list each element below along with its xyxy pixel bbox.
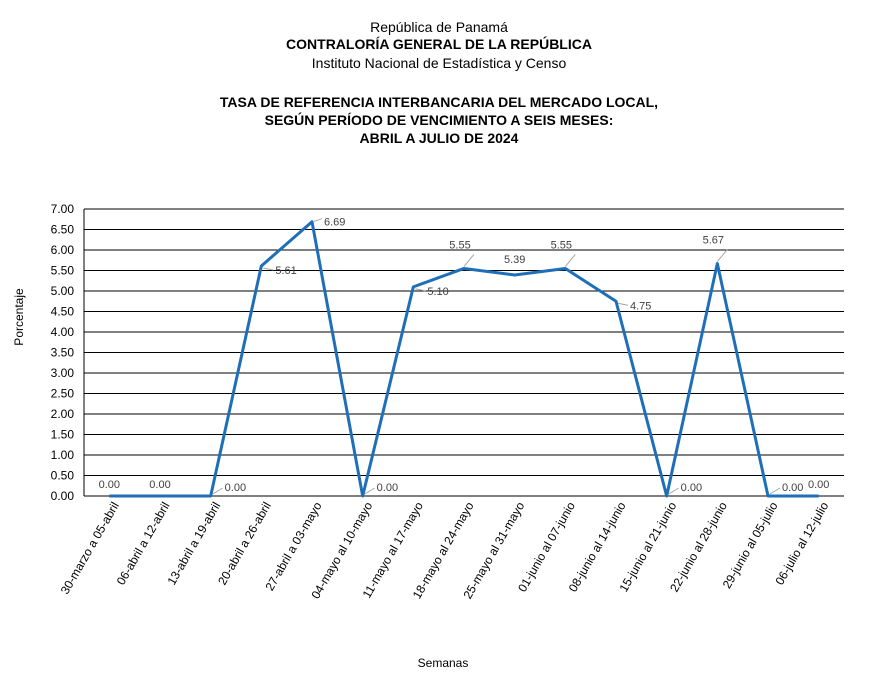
- data-label-leader: [415, 288, 426, 292]
- series-line: [109, 220, 819, 498]
- data-label-leader: [716, 249, 728, 262]
- data-label: 5.10: [427, 286, 448, 298]
- x-tick-label: 30-marzo a 05-abril: [58, 500, 122, 597]
- data-label-leader: [263, 267, 274, 271]
- data-label: 0.00: [225, 482, 246, 494]
- y-tick-label: 3.50: [51, 346, 75, 360]
- y-tick-label: 5.00: [51, 284, 75, 298]
- data-label: 5.55: [551, 239, 572, 251]
- chart-title-line-2: SEGÚN PERÍODO DE VENCIMIENTO A SEIS MESE…: [264, 112, 614, 128]
- x-tick-label: 13-abril a 19-abril: [164, 500, 223, 588]
- data-label-leader: [769, 487, 781, 495]
- data-label: 5.39: [504, 254, 525, 266]
- chart-title-line-1: TASA DE REFERENCIA INTERBANCARIA DEL MER…: [219, 94, 659, 110]
- institute-header: Instituto Nacional de Estadística y Cens…: [311, 55, 567, 71]
- data-label-leader: [212, 487, 223, 495]
- chart-title-line-3: ABRIL A JULIO DE 2024: [359, 130, 519, 146]
- y-axis-title: Porcentaje: [12, 288, 26, 346]
- data-label-leader: [463, 254, 475, 267]
- y-tick-label: 4.00: [51, 325, 75, 339]
- series-rate: [109, 220, 819, 498]
- y-tick-label: 5.50: [51, 264, 75, 278]
- x-tick-label: 08-junio al 14-junio: [566, 499, 629, 594]
- y-tick-label: 4.50: [51, 305, 75, 319]
- data-label: 0.00: [99, 479, 120, 491]
- x-tick-label: 15-junio al 21-junio: [616, 499, 679, 594]
- country-header: República de Panamá: [370, 19, 508, 35]
- y-tick-label: 6.00: [51, 243, 75, 257]
- x-tick-label: 29-junio al 05-julio: [720, 499, 781, 591]
- data-label: 0.00: [808, 479, 829, 491]
- agency-header: CONTRALORÍA GENERAL DE LA REPÚBLICA: [286, 36, 592, 52]
- x-tick-label: 27-abril a 03-mayo: [262, 499, 324, 593]
- x-axis-title: Semanas: [418, 656, 469, 670]
- y-tick-label: 3.00: [51, 366, 75, 380]
- x-tick-label: 20-abril a 26-abril: [215, 500, 274, 588]
- data-label: 6.69: [324, 217, 345, 229]
- y-tick-label: 6.50: [51, 223, 75, 237]
- data-label-leader: [564, 254, 576, 267]
- data-label: 0.00: [681, 482, 702, 494]
- data-label-leader: [668, 487, 679, 495]
- y-tick-label: 1.00: [51, 448, 75, 462]
- x-tick-label: 22-junio al 28-junio: [667, 499, 730, 594]
- data-label-leader: [312, 218, 323, 223]
- data-label-leader: [364, 487, 375, 495]
- data-labels: 0.00 0.00 0.00 5.61 6.69 0.00 5.10 5.55 5.39 5.55…: [99, 217, 829, 495]
- data-label: 5.67: [703, 235, 724, 247]
- data-label: 0.00: [782, 482, 803, 494]
- y-tick-label: 7.00: [51, 202, 75, 216]
- data-label: 5.61: [275, 265, 296, 277]
- y-tick-label: 2.50: [51, 387, 75, 401]
- data-label: 0.00: [377, 482, 398, 494]
- y-tick-label: 0.50: [51, 469, 75, 483]
- x-tick-label: 06-abril a 12-abril: [114, 500, 173, 588]
- y-axis-ticks: 0.00 0.50 1.00 1.50 2.00 2.50 3.00 3.50 4.00 4.50…: [51, 202, 75, 503]
- x-tick-label: 06-julio al 12-julio: [772, 499, 831, 587]
- data-label: 5.55: [449, 239, 470, 251]
- y-tick-label: 1.50: [51, 428, 75, 442]
- data-label-leader: [617, 302, 629, 306]
- y-tick-label: 0.00: [51, 489, 75, 503]
- gridlines: [83, 208, 844, 497]
- data-label: 0.00: [149, 479, 170, 491]
- y-tick-label: 2.00: [51, 407, 75, 421]
- data-label: 4.75: [630, 300, 651, 312]
- x-tick-label: 01-junio al 07-junio: [515, 499, 578, 594]
